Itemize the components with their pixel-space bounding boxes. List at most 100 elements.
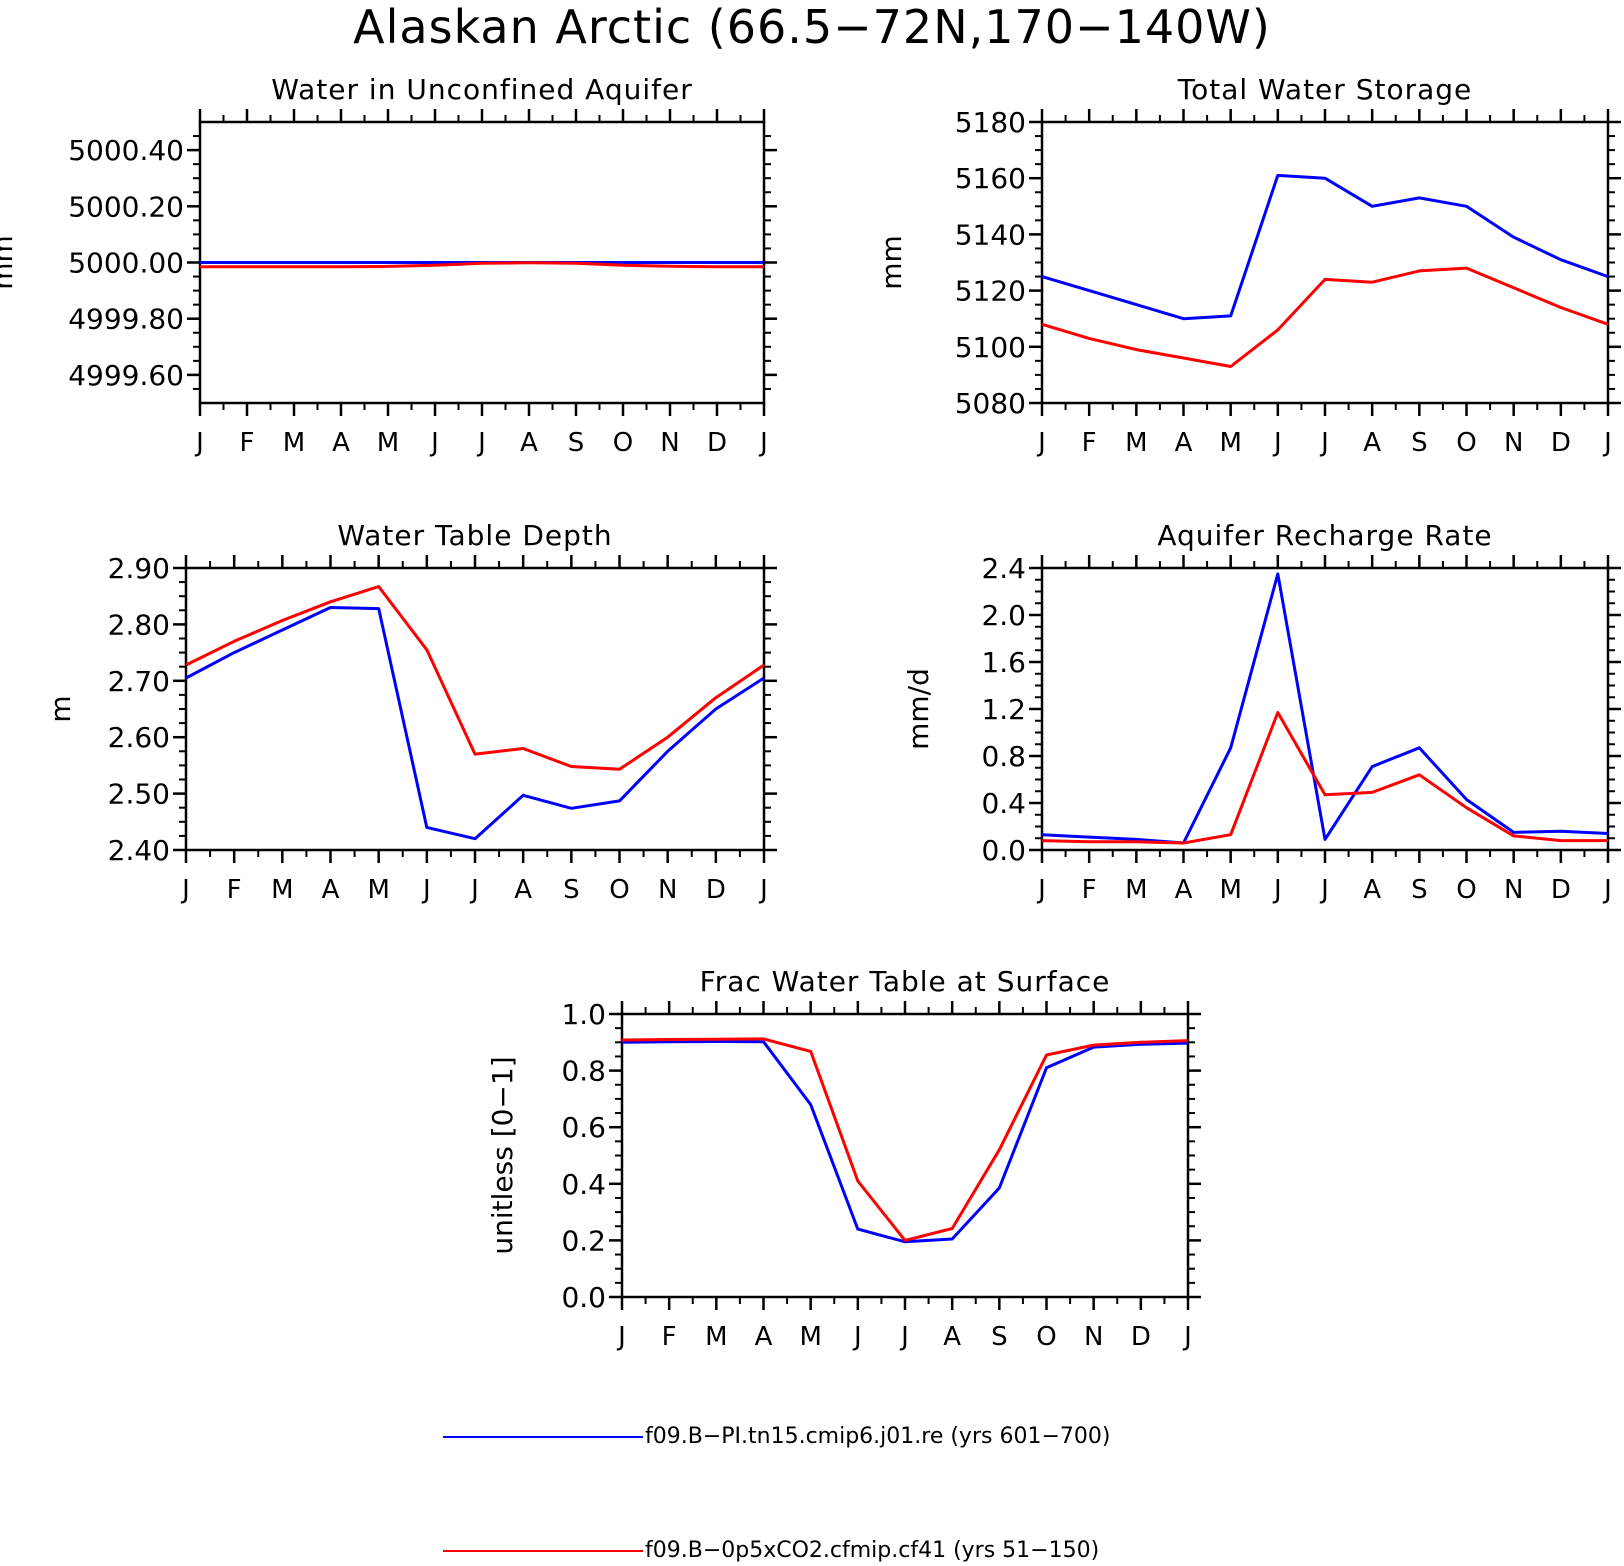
x-tick-label: J xyxy=(1602,875,1612,905)
y-tick-label: 5160 xyxy=(955,162,1026,195)
legend-swatch-1 xyxy=(443,1436,643,1438)
y-tick-label: 5100 xyxy=(955,331,1026,364)
x-tick-label: J xyxy=(1602,428,1612,458)
x-tick-label: F xyxy=(1082,875,1097,905)
series-line-1 xyxy=(1041,173,1609,321)
plot-frame xyxy=(184,566,766,852)
y-tick-label: 4999.60 xyxy=(68,359,184,392)
x-tick-label: M xyxy=(283,428,305,458)
x-tick-label: A xyxy=(755,1322,773,1352)
x-tick-label: S xyxy=(563,875,580,905)
x-tick-label: J xyxy=(616,1322,626,1352)
x-tick-label: A xyxy=(332,428,350,458)
y-tick-label: 5140 xyxy=(955,218,1026,251)
x-tick-label: J xyxy=(1319,428,1329,458)
y-tick-label: 2.50 xyxy=(108,778,170,811)
x-tick-label: F xyxy=(1082,428,1097,458)
x-tick-label: J xyxy=(899,1322,909,1352)
legend-label-1: f09.B−PI.tn15.cmip6.j01.re (yrs 601−700) xyxy=(645,1424,1111,1449)
plot-frame xyxy=(620,1012,1190,1299)
chart-panel-2: J F M A M J J A S O N D J508051005120514051605180Tot… xyxy=(875,73,1621,458)
x-tick-label: J xyxy=(421,875,431,905)
x-tick-label: M xyxy=(377,428,399,458)
y-tick-label: 1.6 xyxy=(981,646,1026,679)
y-tick-label: 0.2 xyxy=(561,1224,606,1257)
x-tick-label: N xyxy=(1504,875,1523,905)
x-tick-label: N xyxy=(1084,1322,1103,1352)
panel-title: Water in Unconfined Aquifer xyxy=(271,73,692,106)
x-tick-label: D xyxy=(707,428,727,458)
x-tick-label: N xyxy=(660,428,679,458)
y-tick-label: 5000.20 xyxy=(68,190,184,223)
y-tick-label: 5180 xyxy=(955,106,1026,139)
y-tick-label: 1.0 xyxy=(561,998,606,1031)
x-tick-label: J xyxy=(476,428,486,458)
x-tick-label: J xyxy=(1319,875,1329,905)
series-line-2 xyxy=(1041,711,1608,845)
x-tick-label: M xyxy=(1219,875,1241,905)
x-tick-label: J xyxy=(1036,875,1046,905)
plot-frame xyxy=(1040,120,1610,405)
x-tick-label: D xyxy=(1131,1322,1151,1352)
y-tick-label: 4999.80 xyxy=(68,303,184,336)
x-tick-label: J xyxy=(1272,875,1282,905)
y-axis-label: m xyxy=(44,695,77,722)
panel-title: Total Water Storage xyxy=(1177,73,1473,106)
x-tick-label: D xyxy=(1551,428,1571,458)
y-tick-label: 5000.40 xyxy=(68,134,184,167)
legend-swatch-2 xyxy=(443,1550,643,1552)
y-tick-label: 0.0 xyxy=(561,1281,606,1314)
plot-frame xyxy=(1040,566,1610,852)
x-tick-label: O xyxy=(1036,1322,1056,1352)
x-tick-label: A xyxy=(1175,428,1193,458)
x-tick-label: M xyxy=(799,1322,821,1352)
panel-title: Aquifer Recharge Rate xyxy=(1157,519,1492,552)
x-tick-label: A xyxy=(1363,428,1381,458)
chart-panel-1: J F M A M J J A S O N D J4999.604999.805000.005000.2… xyxy=(0,73,777,458)
x-tick-label: J xyxy=(1036,428,1046,458)
page-title: Alaskan Arctic (66.5−72N,170−140W) xyxy=(353,0,1271,54)
y-tick-label: 2.0 xyxy=(981,599,1026,632)
x-tick-label: O xyxy=(1456,428,1476,458)
y-tick-label: 5120 xyxy=(955,275,1026,308)
x-tick-label: A xyxy=(520,428,538,458)
y-tick-label: 2.40 xyxy=(108,834,170,867)
y-tick-label: 0.0 xyxy=(981,834,1026,867)
chart-panel-4: J F M A M J J A S O N D J0.00.40.81.21.62.02.4Aquife… xyxy=(902,519,1621,905)
panel-title: Water Table Depth xyxy=(337,519,612,552)
y-tick-label: 2.80 xyxy=(108,608,170,641)
y-tick-label: 2.4 xyxy=(981,552,1026,585)
x-tick-label: A xyxy=(322,875,340,905)
x-tick-label: M xyxy=(705,1322,727,1352)
series-line-1 xyxy=(185,606,765,841)
legend-item-1: f09.B−PI.tn15.cmip6.j01.re (yrs 601−700) xyxy=(0,1422,1624,1452)
chart-panel-3: J F M A M J J A S O N D J2.402.502.602.702.802.90Wat… xyxy=(44,519,777,905)
y-axis-label: mm/d xyxy=(902,668,935,750)
x-tick-label: J xyxy=(180,875,190,905)
x-tick-label: J xyxy=(429,428,439,458)
x-tick-label: J xyxy=(1182,1322,1192,1352)
x-tick-label: O xyxy=(613,428,633,458)
x-tick-label: M xyxy=(1125,875,1147,905)
series-line-2 xyxy=(621,1037,1189,1242)
x-tick-label: J xyxy=(469,875,479,905)
x-tick-label: N xyxy=(1504,428,1523,458)
series-line-2 xyxy=(185,585,765,771)
y-tick-label: 1.2 xyxy=(981,693,1026,726)
x-tick-label: J xyxy=(194,428,204,458)
x-tick-label: A xyxy=(1363,875,1381,905)
x-tick-label: S xyxy=(1411,875,1428,905)
x-tick-label: O xyxy=(1456,875,1476,905)
x-tick-label: J xyxy=(758,428,768,458)
series-line-1 xyxy=(1041,572,1609,845)
y-axis-label: unitless [0−1] xyxy=(486,1056,519,1254)
x-tick-label: S xyxy=(991,1322,1008,1352)
y-tick-label: 0.4 xyxy=(981,787,1026,820)
x-tick-label: S xyxy=(1411,428,1428,458)
y-tick-label: 0.8 xyxy=(981,740,1026,773)
y-tick-label: 2.90 xyxy=(108,552,170,585)
series-line-1 xyxy=(621,1040,1189,1244)
x-tick-label: O xyxy=(609,875,629,905)
